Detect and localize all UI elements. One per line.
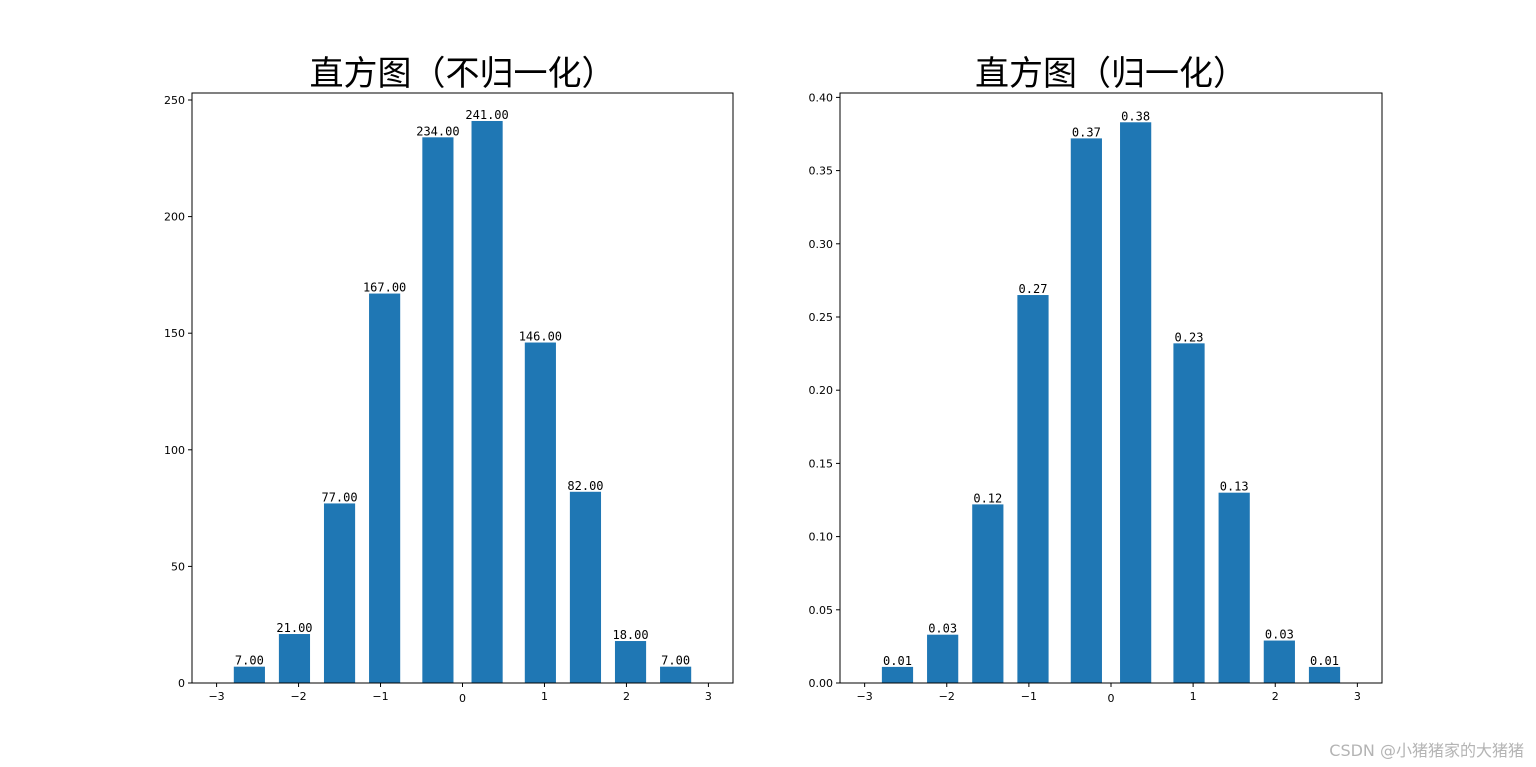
chart-panel-1: 直方图（不归一化） 7.00 21.00 77.00 167.00 234.00 241.0… [164,54,734,705]
x-tick-label: 1 [541,690,548,703]
bar [1070,138,1102,683]
y-tick-label: 50 [171,560,185,573]
bar-value-label: 77.00 [321,490,357,504]
bar-value-label: 241.00 [465,108,508,122]
bar-value-label: 18.00 [612,628,648,642]
bar-value-label: 0.03 [928,622,957,636]
x-tick-label: 2 [623,690,630,703]
bar-value-label: 0.01 [883,654,912,668]
plot-frame [191,92,734,684]
x-tick-label: −3 [208,690,224,703]
y-tick-label: 0.30 [809,238,834,251]
y-tick-label: 0.15 [809,457,834,470]
x-tick-label: 1 [1190,690,1197,703]
bar-value-label: 0.03 [1265,628,1294,642]
y-tick-label: 0 [178,677,185,690]
chart-title: 直方图（不归一化） [310,54,616,94]
x-tick-label: 0 [459,692,466,705]
x-tick-label: −1 [1021,690,1037,703]
y-tick-label: 0.00 [809,677,834,690]
bar-value-label: 234.00 [416,124,459,138]
y-tick-label: 0.10 [809,531,834,544]
bar-value-label: 7.00 [661,654,690,668]
bar [1263,640,1295,683]
bar-value-label: 0.27 [1019,282,1048,296]
bar-value-label: 0.23 [1175,330,1204,344]
watermark-text: CSDN @小猪猪家的大猪猪 [1329,741,1524,760]
bar-value-label: 21.00 [276,621,312,635]
y-tick-label: 200 [164,211,185,224]
x-tick-label: 2 [1272,690,1279,703]
bar-value-label: 0.38 [1121,109,1150,123]
bar [927,634,959,683]
x-tick-label: −1 [372,690,388,703]
bar [1218,492,1250,683]
bar [1308,666,1341,683]
bar [881,666,914,683]
bar-value-label: 0.37 [1072,125,1101,139]
x-tick-label: 3 [1354,690,1361,703]
bar [972,504,1004,683]
x-tick-label: 0 [1108,692,1115,705]
bar [422,137,454,684]
y-tick-label: 0.25 [809,311,834,324]
bar-value-label: 146.00 [519,330,562,344]
bar [1120,122,1152,683]
bar-value-label: 0.01 [1310,654,1339,668]
chart-panel-2: 直方图（归一化） 0.01 0.03 0.12 0.27 0.37 0.38 0.23 0.13… [809,54,1383,705]
bar [660,666,692,683]
y-tick-label: 0.35 [809,165,834,178]
bar [233,666,265,683]
y-tick-label: 250 [164,94,185,107]
bar-value-label: 7.00 [235,654,264,668]
y-tick-label: 0.40 [809,91,834,104]
bar-value-label: 167.00 [363,281,406,295]
y-tick-label: 0.05 [809,604,834,617]
x-tick-label: −3 [857,690,873,703]
bar-value-label: 82.00 [567,479,603,493]
bar [471,120,503,683]
bar [569,491,602,683]
bar-value-label: 0.13 [1220,480,1249,494]
bar [369,293,401,683]
bar [1173,343,1205,683]
bar-value-label: 0.12 [973,491,1002,505]
x-tick-label: 3 [705,690,712,703]
y-tick-label: 0.20 [809,384,834,397]
plot-frame [839,92,1383,684]
y-tick-label: 100 [164,444,185,457]
chart-title: 直方图（归一化） [975,54,1247,94]
bar [323,503,356,683]
bar [614,641,647,683]
bar [524,342,556,683]
bar [278,634,311,683]
x-tick-label: −2 [290,690,306,703]
bar [1017,295,1049,683]
y-tick-label: 150 [164,327,185,340]
x-tick-label: −2 [939,690,955,703]
